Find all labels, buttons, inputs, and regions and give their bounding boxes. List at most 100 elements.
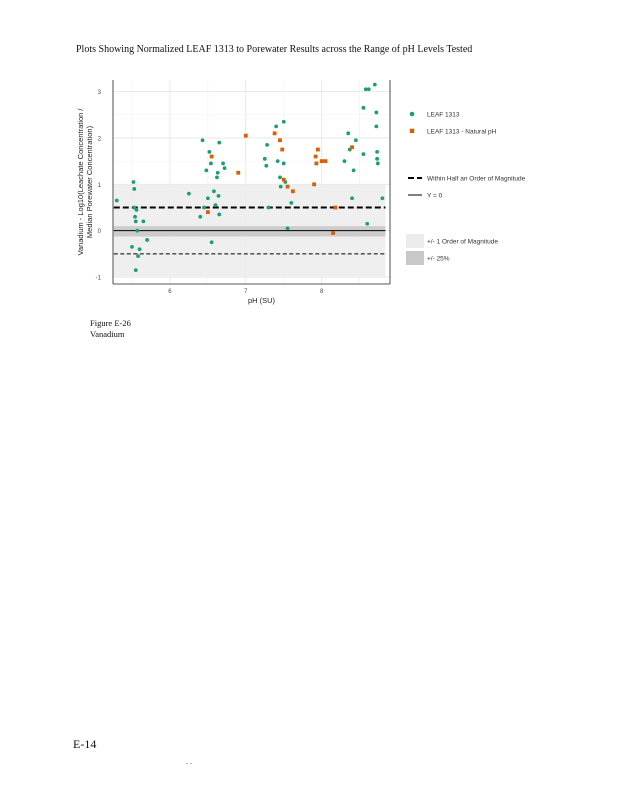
leaf-1313-point [204, 168, 209, 173]
figure-name: Vanadium [90, 329, 125, 339]
y-axis-title-line2: Median Porewater Concentration) [85, 125, 94, 238]
natural-ph-point [333, 205, 338, 210]
leaf-1313-point [375, 161, 380, 166]
figure-number: Figure E-26 [90, 318, 131, 328]
leaf-1313-point [366, 87, 371, 92]
natural-ph-point [272, 131, 277, 136]
leaf-1313-point [217, 212, 222, 217]
leaf-1313-point [132, 205, 137, 210]
legend-natural-label: LEAF 1313 - Natural pH [427, 129, 497, 136]
leaf-1313-point [361, 105, 366, 110]
leaf-1313-point [205, 196, 210, 201]
leaf-1313-point [278, 175, 282, 180]
leaf-1313-point [141, 219, 146, 224]
leaf-1313-point [351, 168, 356, 173]
leaf-1313-point [346, 131, 351, 136]
natural-ph-point [319, 159, 324, 164]
leaf-1313-point [278, 184, 283, 189]
leaf-1313-point [374, 124, 379, 129]
leaf-1313-point [374, 110, 379, 115]
leaf-1313-point [131, 180, 136, 184]
legend-order-band-swatch [406, 234, 424, 248]
natural-ph-point [285, 184, 290, 189]
leaf-1313-point [202, 205, 206, 210]
leaf-1313-point [365, 221, 370, 226]
leaf-1313-point [375, 156, 379, 161]
leaf-1313-point [137, 247, 142, 252]
natural-ph-point [323, 159, 328, 164]
leaf-1313-point [114, 198, 119, 203]
legend-pct25-band-label: +/- 25% [427, 256, 450, 263]
legend-zero-line-label: Y = 0 [427, 193, 443, 200]
x-tick-label: 7 [244, 289, 248, 295]
leaf-1313-point [222, 166, 227, 170]
leaf-1313-point [375, 149, 379, 154]
natural-ph-point [312, 182, 317, 187]
leaf-1313-point [145, 238, 150, 242]
leaf-1313-point [186, 191, 191, 196]
leaf-1313-point [215, 175, 219, 180]
leaf-1313-point [135, 228, 140, 233]
natural-ph-point [209, 154, 214, 159]
leaf-1313-point [134, 207, 139, 212]
natural-ph-point [290, 189, 295, 194]
legend-half-order-label: Within Half an Order of Magnitude [427, 176, 526, 183]
leaf-1313-point [132, 187, 137, 191]
x-axis-title: pH (SU) [248, 296, 276, 305]
y-tick-label: 2 [98, 136, 102, 142]
leaf-1313-point [130, 245, 134, 249]
leaf-1313-point [372, 82, 377, 87]
legend-order-band-label: +/- 1 Order of Magnitude [427, 239, 498, 246]
leaf-1313-point [275, 159, 280, 164]
leaf-1313-point [215, 170, 220, 175]
natural-ph-point [313, 154, 318, 159]
leaf-1313-point [342, 159, 347, 164]
leaf-1313-point [133, 268, 138, 272]
natural-ph-point [278, 138, 282, 143]
leaf-1313-point [208, 161, 213, 166]
x-tick-label: 6 [168, 289, 172, 295]
leaf-1313-point [262, 156, 267, 161]
leaf-1313-point [212, 189, 216, 194]
leaf-1313-point [265, 143, 269, 147]
footer-mark: . . [186, 757, 192, 766]
leaf-1313-point [217, 140, 222, 145]
y-tick-label: 1 [98, 183, 102, 189]
legend-natural-marker [409, 128, 415, 134]
leaf-1313-point [285, 226, 290, 231]
leaf-1313-point [200, 138, 205, 143]
leaf-1313-point [289, 200, 294, 205]
leaf-1313-point [136, 254, 140, 259]
leaf-1313-point [207, 149, 212, 154]
legend-pct25-band-swatch [406, 251, 424, 265]
leaf-1313-point [350, 196, 354, 201]
page-number: E-14 [73, 737, 97, 751]
x-tick-label: 8 [320, 289, 324, 295]
legend-leaf-marker [409, 111, 415, 117]
natural-ph-point [350, 145, 354, 150]
leaf-1313-point [216, 194, 221, 198]
leaf-1313-point [133, 219, 138, 224]
leaf-1313-point [353, 138, 358, 143]
leaf-1313-point [221, 161, 225, 166]
natural-ph-point [280, 147, 285, 152]
leaf-1313-point [213, 203, 218, 208]
y-tick-label: 3 [98, 90, 102, 96]
natural-ph-point [314, 161, 319, 166]
leaf-1313-point [264, 163, 269, 168]
page-title: Plots Showing Normalized LEAF 1313 to Po… [76, 44, 473, 55]
natural-ph-point [205, 210, 210, 215]
leaf-1313-point [281, 119, 286, 124]
leaf-1313-point [266, 205, 271, 210]
natural-ph-point [281, 177, 286, 182]
natural-ph-point [331, 231, 335, 235]
natural-ph-point [243, 133, 248, 138]
pct25-band [113, 226, 386, 237]
y-axis-title-line1: Vanadium - Log10(Leachate Concentration … [76, 108, 85, 256]
y-tick-label: 0 [98, 229, 102, 235]
leaf-1313-point [363, 87, 368, 92]
leaf-1313-point [198, 214, 203, 219]
leaf-1313-point [274, 124, 279, 129]
leaf-1313-point [361, 152, 366, 157]
